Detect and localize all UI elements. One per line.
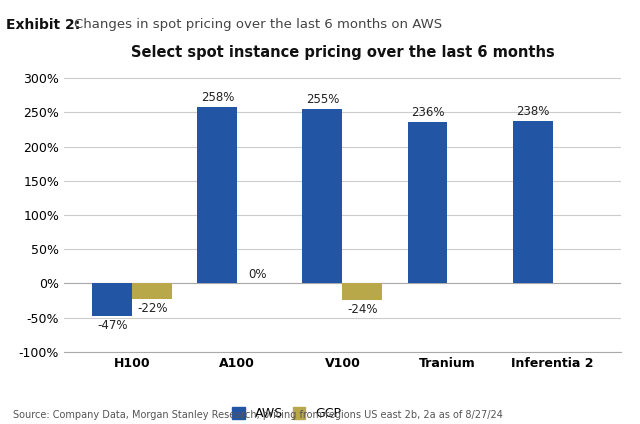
Text: 258%: 258%	[201, 91, 234, 104]
Text: 236%: 236%	[411, 106, 444, 119]
Text: Source: Company Data, Morgan Stanley Research, pricing from regions US east 2b, : Source: Company Data, Morgan Stanley Res…	[13, 410, 502, 420]
Bar	[197, 107, 237, 284]
Text: 255%: 255%	[306, 93, 339, 106]
Bar	[513, 120, 552, 284]
Text: -47%: -47%	[97, 319, 127, 332]
Text: Changes in spot pricing over the last 6 months on AWS: Changes in spot pricing over the last 6 …	[74, 18, 442, 31]
Bar	[92, 284, 132, 315]
Text: 0%: 0%	[248, 268, 266, 281]
Bar	[303, 109, 342, 284]
Legend: AWS, GCP: AWS, GCP	[227, 402, 346, 424]
Text: -22%: -22%	[137, 302, 168, 315]
Bar	[132, 284, 172, 298]
Bar	[342, 284, 382, 300]
Text: Exhibit 2:: Exhibit 2:	[6, 18, 81, 32]
Bar	[408, 122, 447, 284]
Title: Select spot instance pricing over the last 6 months: Select spot instance pricing over the la…	[131, 45, 554, 60]
Text: -24%: -24%	[347, 303, 378, 316]
Text: 238%: 238%	[516, 105, 549, 118]
